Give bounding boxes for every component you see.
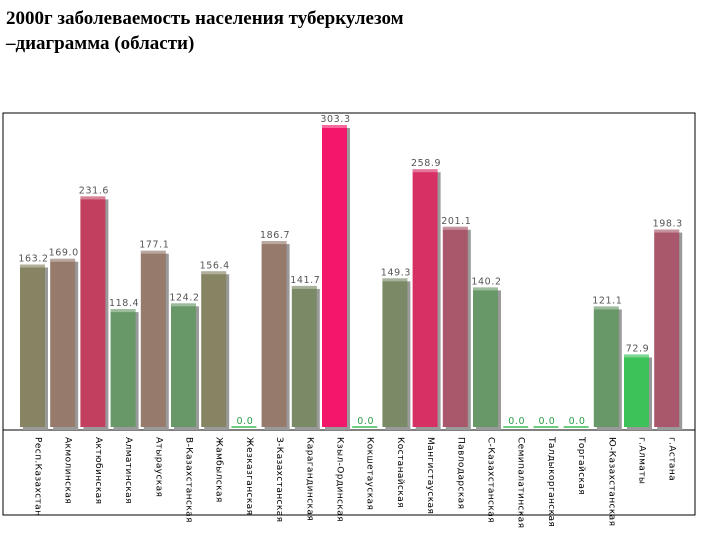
data-label: 186.7 bbox=[260, 230, 290, 241]
category-label: Атырауская bbox=[153, 437, 163, 497]
bar-highlight bbox=[322, 125, 347, 128]
bar-highlight bbox=[20, 264, 45, 268]
bar bbox=[654, 229, 680, 427]
bar-highlight bbox=[382, 278, 408, 282]
bar bbox=[412, 169, 438, 427]
bar bbox=[201, 271, 227, 427]
data-label: 141.7 bbox=[290, 275, 320, 286]
category-label: г.Астана bbox=[667, 437, 677, 481]
category-label: В-Казахстанская bbox=[184, 437, 194, 523]
data-label: 201.1 bbox=[441, 216, 471, 227]
bar bbox=[322, 125, 347, 427]
bar bbox=[261, 241, 287, 427]
category-label: Алматинская bbox=[123, 437, 133, 504]
category-label: Акмолинская bbox=[63, 437, 73, 504]
category-label: Костанайская bbox=[395, 437, 405, 508]
category-label: Ю-Казахстанская bbox=[606, 437, 616, 526]
data-label: 303.3 bbox=[320, 114, 350, 125]
bar bbox=[473, 287, 498, 427]
category-label: г.Алматы bbox=[637, 437, 647, 484]
bar-highlight bbox=[261, 241, 287, 245]
data-label: 124.2 bbox=[169, 292, 199, 303]
bar bbox=[110, 309, 136, 427]
data-label: 177.1 bbox=[139, 240, 169, 251]
bar-highlight bbox=[110, 309, 136, 313]
category-label: З-Казахстанская bbox=[274, 437, 284, 522]
bar-highlight bbox=[593, 306, 619, 310]
data-label: 0.0 bbox=[236, 416, 253, 427]
data-label: 258.9 bbox=[411, 158, 441, 169]
data-label: 198.3 bbox=[653, 219, 683, 230]
bar bbox=[442, 226, 468, 427]
data-label: 0.0 bbox=[508, 416, 525, 427]
data-label: 163.2 bbox=[18, 253, 48, 264]
data-label: 121.1 bbox=[592, 295, 622, 306]
data-label: 0.0 bbox=[357, 416, 374, 427]
data-label: 231.6 bbox=[79, 185, 109, 196]
data-label: 72.9 bbox=[626, 343, 650, 354]
bar-highlight bbox=[654, 229, 680, 233]
data-label: 156.4 bbox=[200, 260, 230, 271]
category-label: С-Казахстанская bbox=[486, 437, 496, 523]
bar bbox=[291, 285, 317, 427]
bar-highlight bbox=[50, 258, 76, 262]
category-label: Торгайская bbox=[576, 436, 586, 495]
category-label: Карагандинская bbox=[304, 437, 314, 521]
bar bbox=[624, 354, 649, 427]
data-label: 118.4 bbox=[109, 298, 139, 309]
category-label: Жамбылская bbox=[214, 437, 224, 503]
page-title: 2000г заболеваемость населения туберкуле… bbox=[6, 8, 404, 54]
bar-highlight bbox=[171, 303, 196, 307]
bar-highlight bbox=[624, 354, 649, 358]
bar bbox=[593, 306, 619, 427]
data-label: 149.3 bbox=[381, 267, 411, 278]
category-label: Мангистауская bbox=[425, 437, 435, 514]
bar-highlight bbox=[473, 287, 498, 291]
bar bbox=[50, 258, 76, 427]
category-label: Павлодарская bbox=[455, 437, 465, 509]
category-label: Кзыл-Ординская bbox=[335, 437, 345, 522]
bar-highlight bbox=[442, 226, 468, 230]
data-label: 0.0 bbox=[538, 416, 555, 427]
bar bbox=[382, 278, 408, 427]
data-label: 0.0 bbox=[569, 416, 586, 427]
bars-layer bbox=[20, 125, 683, 430]
category-label: Жезказганская bbox=[244, 437, 254, 515]
category-label: Кокшетауская bbox=[365, 437, 375, 510]
bar bbox=[171, 303, 196, 427]
data-label: 169.0 bbox=[49, 248, 79, 259]
bar bbox=[80, 196, 106, 427]
category-label: Талдыкорганская bbox=[546, 436, 556, 527]
category-label: Респ.Казахстан bbox=[33, 437, 43, 516]
bar-highlight bbox=[291, 285, 317, 289]
bar bbox=[140, 250, 166, 427]
bar-highlight bbox=[140, 250, 166, 254]
category-label: Актюбинская bbox=[93, 437, 103, 504]
labels-layer: 163.2 Респ.Казахстан 169.0 Акмолинская 231.6… bbox=[18, 114, 682, 528]
bar-highlight bbox=[201, 271, 227, 275]
category-label: Семипалатинская bbox=[516, 437, 526, 528]
data-label: 140.2 bbox=[471, 276, 501, 287]
bar-highlight bbox=[412, 169, 438, 173]
bar-highlight bbox=[80, 196, 106, 200]
bar bbox=[20, 264, 45, 427]
